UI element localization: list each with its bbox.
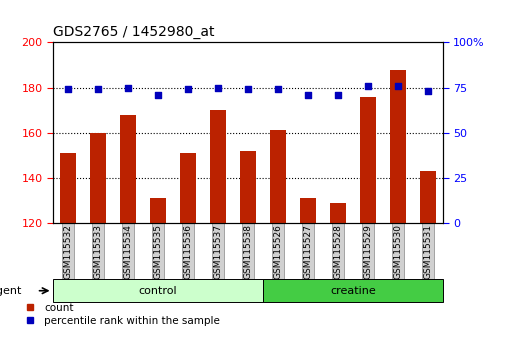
Bar [90,133,106,223]
Bar [60,153,76,223]
Bar [389,70,405,223]
Point [333,92,341,98]
Point [154,92,162,98]
Point [243,87,251,92]
Point [64,87,72,92]
Point [214,85,222,91]
Bar [209,110,226,223]
Bar [329,203,345,223]
Point [363,83,371,88]
Text: agent: agent [0,286,22,296]
Point [184,87,192,92]
Bar [179,153,196,223]
Point [94,87,102,92]
Bar [359,97,375,223]
Text: GDS2765 / 1452980_at: GDS2765 / 1452980_at [53,25,214,39]
Point [393,83,401,88]
Bar [263,279,442,302]
Bar [419,171,435,223]
Bar [120,115,136,223]
Text: control: control [138,286,177,296]
Text: creatine: creatine [329,286,375,296]
Point [423,88,431,94]
Point [124,85,132,91]
Point [273,87,281,92]
Legend: count, percentile rank within the sample: count, percentile rank within the sample [19,303,220,326]
Bar [53,279,263,302]
Bar [269,131,286,223]
Bar [299,198,316,223]
Bar [239,151,256,223]
Bar [149,198,166,223]
Point [303,92,311,98]
